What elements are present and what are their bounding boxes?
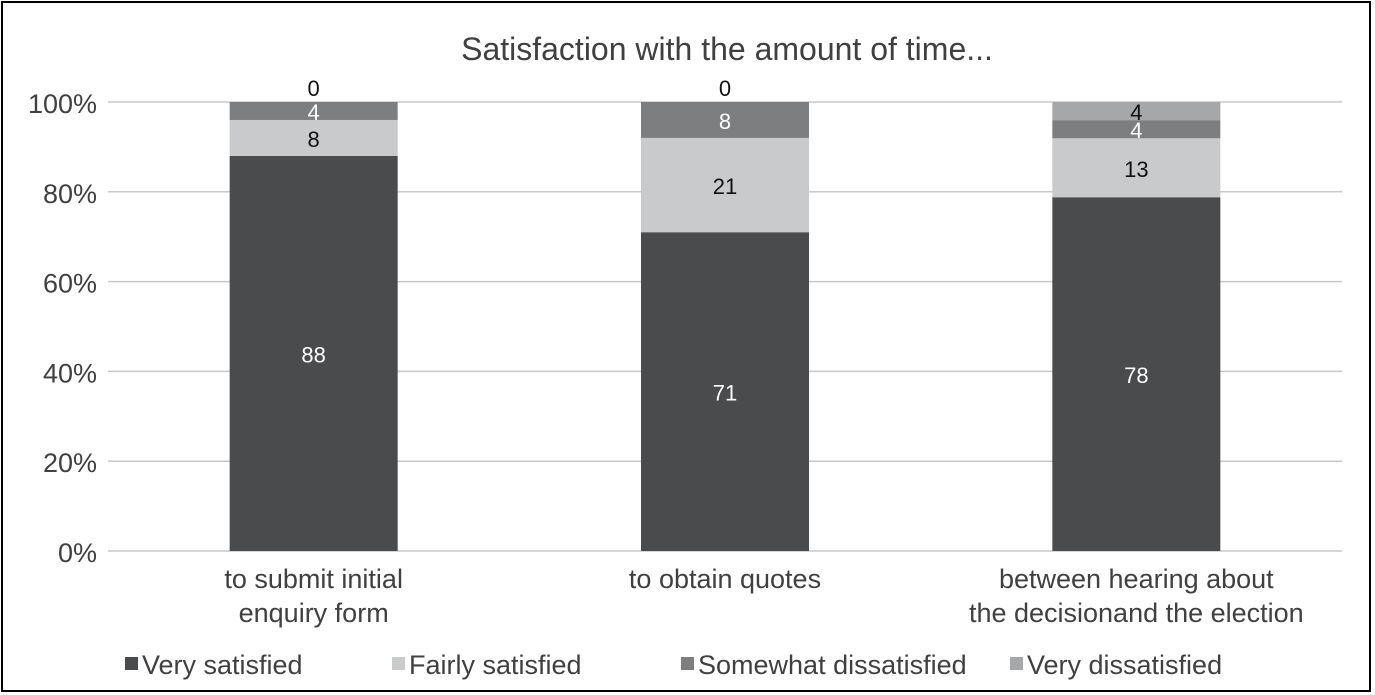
y-tick-label: 60% — [43, 269, 97, 299]
data-label: 88 — [301, 342, 325, 367]
x-category-label: to submit initial — [224, 564, 403, 594]
data-label: 0 — [308, 76, 320, 101]
bar-segment — [229, 102, 398, 120]
bar-segment — [229, 119, 398, 156]
bar-segment — [1052, 138, 1221, 198]
data-label: 21 — [713, 174, 737, 199]
chart-title: Satisfaction with the amount of time... — [461, 31, 993, 67]
x-category-label: between hearing about — [999, 564, 1274, 594]
y-tick-label: 40% — [43, 358, 97, 388]
legend: Very satisfied Fairly satisfied Somewhat d… — [125, 650, 1222, 680]
data-label: 4 — [1130, 100, 1142, 125]
bar-segment — [641, 137, 809, 233]
y-tick-label: 20% — [43, 448, 97, 478]
data-label: 8 — [719, 109, 731, 134]
legend-label: Somewhat dissatisfied — [698, 650, 967, 680]
data-label: 4 — [1130, 118, 1142, 143]
y-tick-label: 0% — [58, 538, 97, 568]
y-axis-ticks: 0% 20% 40% 60% 80% 100% — [28, 89, 97, 568]
x-category-label: to obtain quotes — [629, 564, 821, 594]
legend-swatch — [392, 657, 405, 670]
data-label: 13 — [1124, 157, 1148, 182]
bar-segment — [1052, 102, 1221, 121]
legend-swatch — [681, 657, 694, 670]
bar-segment — [229, 155, 398, 551]
legend-label: Very satisfied — [142, 650, 303, 680]
data-label: 8 — [308, 127, 320, 152]
legend-swatch — [125, 657, 138, 670]
data-label: 78 — [1124, 363, 1148, 388]
legend-label: Fairly satisfied — [409, 650, 582, 680]
legend-label: Very dissatisfied — [1027, 650, 1222, 680]
bar-segment — [1052, 197, 1221, 551]
x-axis-labels: to submit initial enquiry form to obtain q… — [224, 564, 1303, 628]
bar-segment — [641, 102, 809, 138]
data-label: 71 — [713, 381, 737, 406]
y-tick-label: 80% — [43, 179, 97, 209]
bar-segment — [641, 232, 809, 551]
x-category-label: enquiry form — [239, 598, 389, 628]
y-tick-label: 100% — [28, 89, 97, 119]
data-label: 0 — [719, 76, 731, 101]
x-category-label: the decisionand the election — [969, 598, 1304, 628]
bar-segment — [1052, 120, 1221, 139]
data-label: 4 — [308, 100, 320, 125]
legend-swatch — [1010, 657, 1023, 670]
